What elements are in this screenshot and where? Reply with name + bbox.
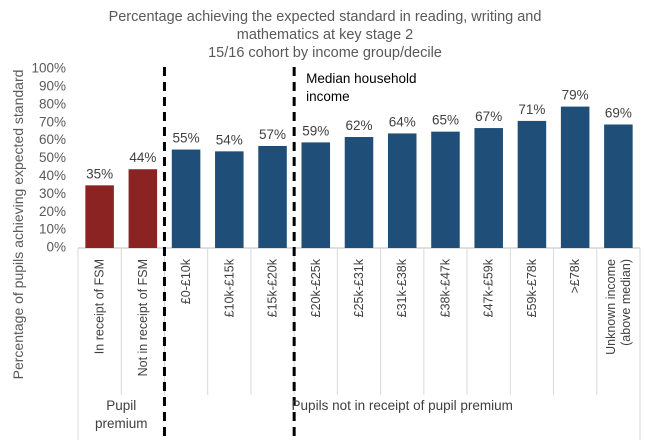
- category-label: £20k-£25k: [309, 258, 323, 317]
- data-label: 79%: [562, 88, 589, 103]
- bar: [301, 142, 331, 248]
- y-axis-title: Percentage of pupils achieving expected …: [10, 70, 26, 380]
- y-tick-label: 10%: [39, 222, 66, 237]
- category-label: £15k-£20k: [266, 258, 280, 317]
- y-tick-label: 80%: [39, 96, 66, 111]
- y-tick-label: 50%: [39, 150, 66, 165]
- category-label: £59k-£78k: [525, 258, 539, 317]
- divider-annotation: income: [306, 89, 350, 104]
- bar: [387, 133, 417, 248]
- bar: [215, 151, 244, 248]
- bar: [431, 131, 460, 248]
- chart-title-line: Percentage achieving the expected standa…: [109, 9, 542, 25]
- bar: [171, 149, 201, 248]
- group-label: premium: [95, 416, 148, 431]
- category-label: £31k-£38k: [395, 258, 409, 317]
- category-label: In receipt of FSM: [93, 259, 107, 354]
- data-label: 59%: [302, 123, 329, 138]
- data-label: 69%: [605, 105, 632, 120]
- data-label: 35%: [86, 166, 113, 181]
- group-label: Pupils not in receipt of pupil premium: [292, 398, 513, 413]
- y-tick-label: 30%: [39, 186, 66, 201]
- bar: [517, 120, 547, 248]
- data-label: 67%: [475, 109, 502, 124]
- category-label: (above median): [619, 259, 633, 346]
- divider-annotation: Median household: [306, 71, 416, 86]
- y-tick-label: 40%: [39, 168, 66, 183]
- data-label: 57%: [259, 127, 286, 142]
- data-label: 44%: [129, 150, 156, 165]
- data-label: 71%: [518, 102, 545, 117]
- category-label: >£78k: [568, 258, 582, 293]
- data-label: 55%: [173, 131, 200, 146]
- category-label: £25k-£31k: [352, 258, 366, 317]
- data-label: 54%: [216, 132, 243, 147]
- bar: [604, 124, 633, 248]
- bar: [560, 106, 590, 248]
- data-label: 62%: [345, 118, 372, 133]
- y-tick-label: 20%: [39, 204, 66, 219]
- data-label: 65%: [432, 113, 459, 128]
- category-label: Not in receipt of FSM: [136, 259, 150, 376]
- category-label: £47k-£59k: [482, 258, 496, 317]
- chart-title-line: 15/16 cohort by income group/decile: [208, 45, 442, 61]
- data-label: 64%: [389, 114, 416, 129]
- bar: [85, 185, 114, 248]
- bar: [128, 169, 158, 248]
- bar: [258, 145, 287, 248]
- bar: [474, 128, 503, 248]
- chart-title-line: mathematics at key stage 2: [237, 27, 414, 43]
- category-label: Unknown income: [604, 259, 618, 355]
- group-label: Pupil: [106, 398, 136, 413]
- y-tick-label: 100%: [31, 61, 66, 76]
- y-tick-label: 70%: [39, 114, 66, 129]
- bar: [344, 137, 374, 248]
- y-tick-label: 60%: [39, 132, 66, 147]
- category-label: £38k-£47k: [438, 258, 452, 317]
- y-tick-label: 90%: [39, 78, 66, 93]
- category-label: £0-£10k: [179, 258, 193, 304]
- y-tick-label: 0%: [46, 240, 66, 255]
- category-label: £10k-£15k: [222, 258, 236, 317]
